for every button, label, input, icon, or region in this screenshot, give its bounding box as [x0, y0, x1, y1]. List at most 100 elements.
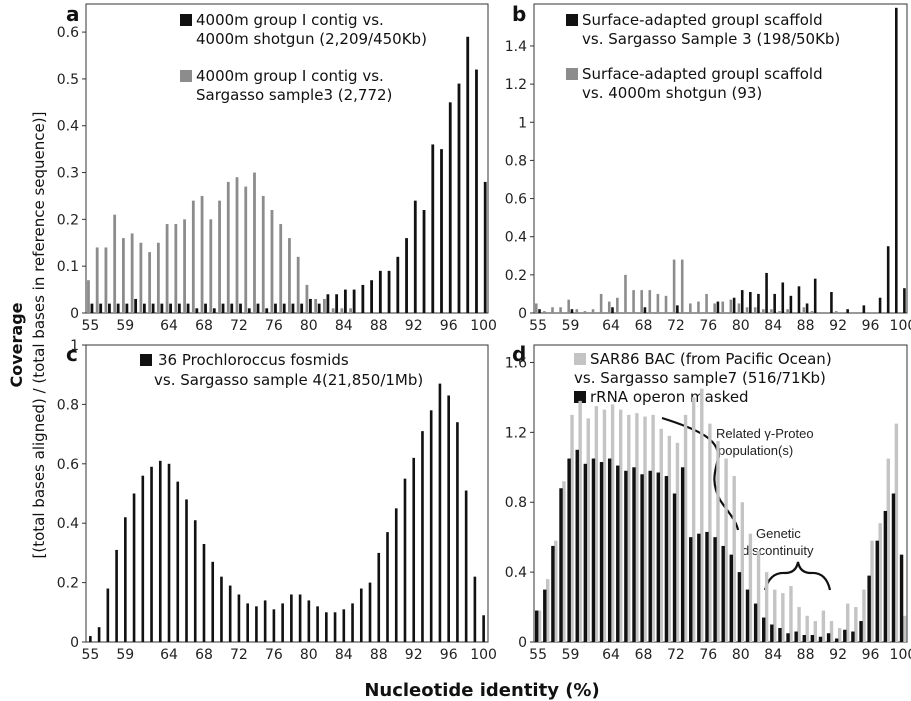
panel-d-xtick-label: 100	[890, 647, 911, 663]
panel-d-ytick-label: 0.4	[505, 565, 527, 581]
panel-a-bar-s0-x100	[483, 181, 487, 313]
panel-c-bar-s0-x64	[167, 463, 171, 642]
panel-d-bar-s0-x96	[870, 540, 874, 642]
panel-a-bar-s0-x82	[326, 294, 330, 313]
panel-a-xtick-label: 88	[370, 318, 388, 334]
panel-c-xtick-label: 84	[335, 647, 353, 663]
panel-b-bar-s0-x97	[878, 297, 882, 313]
panel-c-bar-s0-x100	[482, 615, 485, 642]
panel-a-bar-s0-x98	[466, 36, 470, 314]
panel-b-bar-s1-x72	[672, 259, 676, 313]
panel-b-bar-s1-x88	[802, 307, 806, 313]
panel-a-bar-s0-x88	[378, 270, 382, 313]
panel-d-xtick-label: 59	[562, 647, 580, 663]
panel-d-bar-s1-x100	[899, 554, 904, 642]
panel-b-bar-s1-x80	[737, 303, 741, 313]
panel-b-bar-s1-x63	[599, 293, 603, 313]
panel-c-xtick-label: 80	[300, 647, 318, 663]
panel-d-bar-s0-x100	[902, 615, 907, 642]
legend-d-line3: rRNA operon masked	[590, 388, 749, 406]
panel-a-bar-s0-x58	[116, 303, 120, 313]
panel-c-bar-s0-x62	[150, 466, 153, 642]
legend-b-line2: vs. Sargasso Sample 3 (198/50Kb)	[582, 30, 840, 48]
panel-d-bar-s0-x93	[846, 603, 850, 642]
panel-d-bar-s0-x76	[708, 423, 712, 642]
panel-d-bar-s1-x56	[543, 589, 547, 642]
panel-b-bar-s0-x85	[781, 282, 785, 313]
panel-a-bar-s0-x91	[405, 238, 408, 313]
panel-a-bar-s1-x81	[314, 298, 318, 313]
panel-d-bar-s1-x79	[729, 554, 733, 642]
panel-d-letter: d	[512, 342, 526, 366]
y-axis-title-sub: [(total bases aligned) / (total bases in…	[30, 112, 48, 559]
panel-d-bar-s1-x81	[745, 589, 750, 642]
panel-a-bar-s0-x83	[335, 294, 339, 313]
panel-d-xtick-label: 64	[602, 647, 620, 663]
panel-d-bar-s0-x74	[691, 397, 696, 642]
panel-b-xtick-label: 72	[667, 318, 685, 334]
panel-c-bar-s0-x73	[246, 603, 249, 642]
panel-b-bar-s0-x89	[813, 278, 817, 313]
panel-d-bar-s1-x85	[778, 628, 782, 642]
panel-d-bar-s0-x56	[546, 579, 550, 642]
panel-c-bar-s0-x92	[412, 457, 416, 642]
panel-a-bar-s0-x95	[440, 149, 443, 313]
panel-b-bar-s1-x73	[680, 259, 684, 313]
panel-d-ytick-label: 0	[518, 635, 527, 651]
panel-a-xtick-label: 59	[116, 318, 134, 334]
panel-d-bar-s0-x82	[756, 551, 761, 642]
panel-d-bar-s1-x91	[826, 633, 831, 642]
panel-b-bar-s1-x57	[551, 307, 554, 313]
panel-b-bar-s1-x78	[721, 301, 725, 313]
panel-a-bar-s0-x72	[239, 303, 242, 313]
panel-d-xtick-label: 92	[829, 647, 847, 663]
panel-d-bar-s0-x68	[643, 416, 647, 642]
panel-d-ytick-label: 1.6	[505, 355, 527, 371]
panel-d-bar-s0-x83	[764, 572, 769, 642]
panel-d-plot: 0 0.4 0.8 1.2 1.6 55 59 64 68 72 76 80 84 88 92 96 100	[505, 344, 911, 663]
panel-d-bar-s1-x88	[802, 635, 806, 642]
panel-c-bar-s0-x99	[473, 576, 477, 642]
panel-b-bar-s0-x95	[862, 305, 866, 313]
panel-d-bar-s0-x66	[627, 414, 631, 642]
panel-b-bar-s1-x55	[534, 303, 538, 313]
panel-d-bar-s1-x61	[583, 463, 588, 642]
panel-a-bar-s0-x73	[247, 308, 251, 313]
panel-a-bar-s0-x85	[352, 289, 356, 313]
panel-a-bar-s1-x67	[191, 200, 195, 313]
panel-c-bar-s0-x93	[421, 431, 424, 642]
panel-b-bar-s1-x71	[664, 295, 668, 313]
panel-a-bar-s0-x89	[387, 270, 391, 313]
panel-d-bar-s1-x67	[632, 467, 636, 642]
panel-a-bar-s0-x67	[195, 308, 199, 313]
panel-a-bar-s0-x75	[265, 308, 269, 313]
panel-a-bar-s0-x77	[282, 303, 286, 313]
panel-c-letter: c	[66, 342, 78, 366]
panel-c-plot: 0 0.2 0.4 0.6 0.8 1 55 59 64 68 72 76 80 84 88 92 96 100	[57, 338, 497, 663]
panel-d-bar-s0-x64	[610, 404, 615, 642]
panel-b-bar-s1-x58	[559, 307, 562, 313]
panel-b-bar-s0-x87	[797, 286, 801, 313]
panel-d-bar-s1-x90	[818, 636, 823, 642]
panel-d-bar-s0-x71	[667, 435, 672, 642]
panel-d-bar-s1-x72	[672, 493, 677, 642]
panel-d-bar-s1-x83	[762, 617, 766, 642]
panel-a-bar-s0-x63	[160, 303, 164, 313]
panel-d-bar-s0-x60	[578, 400, 582, 642]
panel-a-bar-s1-x64	[165, 224, 169, 313]
panel-d-bar-s1-x71	[664, 476, 669, 642]
panel-a-xtick-label: 55	[81, 318, 99, 334]
panel-c-bar-s0-x66	[185, 499, 188, 642]
panel-a-xtick-label: 76	[265, 318, 283, 334]
panel-c-bar-s0-x75	[263, 600, 267, 642]
panel-d-xtick-label: 84	[764, 647, 782, 663]
panel-a-bar-s0-x92	[413, 200, 417, 313]
panel-c-xtick-label: 64	[160, 647, 178, 663]
legend-c-line1: 36 Prochloroccus fosmids	[158, 351, 349, 369]
panel-b-bar-s1-x62	[591, 309, 595, 313]
panel-d-bar-s0-x86	[789, 586, 793, 642]
panel-b-letter: b	[512, 2, 526, 26]
legend-a-line1: 4000m group I contig vs.	[196, 11, 384, 29]
panel-d-bar-s0-x61	[586, 418, 590, 642]
panel-d-bar-s1-x65	[616, 465, 620, 642]
